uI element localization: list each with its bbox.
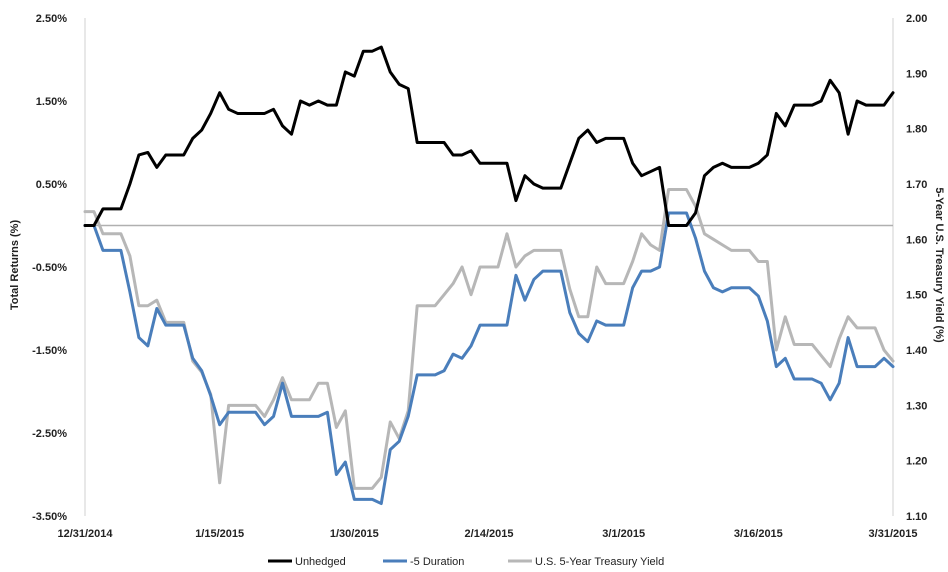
legend-label: U.S. 5-Year Treasury Yield [535,556,664,568]
series-line-unhedged [83,45,895,227]
right-axis-ticks: 2.00 1.90 1.80 1.70 1.60 1.50 1.40 1.30 1.20 1.10 [906,13,927,523]
x-tick-label: 2/14/2015 [465,528,514,540]
y-right-tick-label: 1.70 [906,179,927,191]
y-right-tick-label: 1.20 [906,456,927,468]
left-axis-ticks: 2.50% 1.50% 0.50% -0.50% -1.50% -2.50% -3.50% [32,13,67,523]
x-tick-label: 3/31/2015 [869,528,918,540]
x-tick-label: 1/15/2015 [195,528,244,540]
y-right-tick-label: 1.90 [906,68,927,80]
x-tick-label: 3/1/2015 [602,528,645,540]
series-line-u-s-5-year-treasury-yield [83,188,895,490]
x-tick-label: 3/16/2015 [734,528,783,540]
legend-item: Unhedged [268,556,346,568]
series-line-5-duration [83,211,895,506]
y-right-tick-label: 1.30 [906,400,927,412]
legend-item: U.S. 5-Year Treasury Yield [508,556,664,568]
y-left-tick-label: 2.50% [36,13,67,25]
y-left-tick-label: -2.50% [32,428,67,440]
y-right-tick-label: 1.80 [906,124,927,136]
y-right-tick-label: 1.50 [906,290,927,302]
y-right-tick-label: 2.00 [906,13,927,25]
x-tick-label: 12/31/2014 [57,528,113,540]
legend-label: Unhedged [295,556,346,568]
y-left-tick-label: 0.50% [36,179,67,191]
y-left-tick-label: -0.50% [32,262,67,274]
y-right-tick-label: 1.40 [906,345,927,357]
legend: Unhedged -5 Duration U.S. 5-Year Treasury … [268,556,664,568]
y-left-tick-label: -3.50% [32,511,67,523]
x-tick-label: 1/30/2015 [330,528,379,540]
y-left-tick-label: -1.50% [32,345,67,357]
y-right-tick-label: 1.10 [906,511,927,523]
y-left-tick-label: 1.50% [36,96,67,108]
legend-label: -5 Duration [410,556,464,568]
plot-frame [84,18,894,516]
y-axis-right-title: 5-Year U.S. Treasury Yield (%) [933,187,945,343]
series-layer [83,45,895,506]
y-axis-left-title: Total Returns (%) [9,220,21,311]
y-right-tick-label: 1.60 [906,234,927,246]
x-axis-ticks: 12/31/2014 1/15/2015 1/30/2015 2/14/2015 3/1… [57,528,917,540]
legend-item: -5 Duration [383,556,464,568]
